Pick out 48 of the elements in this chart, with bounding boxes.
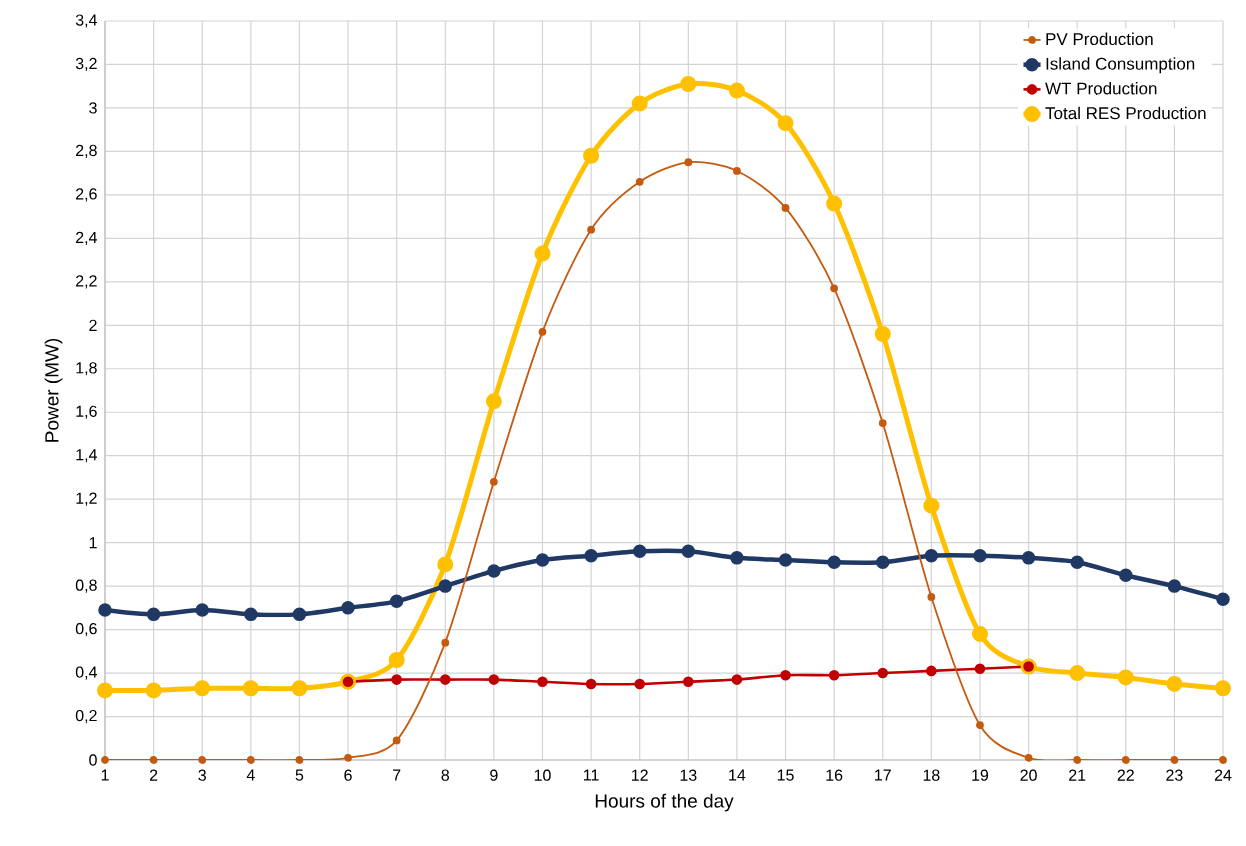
legend-label: Island Consumption <box>1046 57 1195 74</box>
y-tick-label: 0,4 <box>75 666 97 680</box>
y-tick-label: 3 <box>89 102 97 114</box>
y-tick-label: 2,4 <box>76 231 97 245</box>
x-tick-label: 21 <box>1069 769 1086 781</box>
y-tick-label: 2,6 <box>76 188 97 202</box>
y-tick-label: 2,8 <box>76 144 97 159</box>
y-tick-label: 0,6 <box>75 622 97 637</box>
y-tick-label: 1,8 <box>76 362 97 376</box>
x-tick-label: 22 <box>1117 769 1134 781</box>
x-tick-label: 18 <box>923 769 940 781</box>
x-tick-label: 16 <box>826 769 843 781</box>
y-tick-label: 0,8 <box>75 579 97 593</box>
y-tick-label: 1 <box>89 537 97 549</box>
y-axis-title: Power (MW) <box>44 338 63 442</box>
y-tick-label: 0,2 <box>75 709 97 724</box>
x-tick-label: 9 <box>490 769 498 781</box>
x-tick-label: 23 <box>1166 769 1183 781</box>
y-tick-label: 1,2 <box>76 492 97 506</box>
x-tick-label: 1 <box>101 769 109 781</box>
x-tick-label: 7 <box>393 769 401 781</box>
legend-label: Total RES Production <box>1045 106 1206 120</box>
x-tick-label: 5 <box>295 769 304 781</box>
x-tick-label: 3 <box>198 769 206 781</box>
x-tick-label: 11 <box>584 769 599 781</box>
x-tick-label: 6 <box>344 769 352 781</box>
legend-label: WT Production <box>1045 82 1157 95</box>
x-tick-label: 12 <box>632 769 648 781</box>
x-tick-label: 14 <box>729 769 746 781</box>
x-tick-label: 2 <box>149 769 158 781</box>
y-tick-label: 2 <box>89 319 97 331</box>
y-tick-label: 0 <box>89 754 97 766</box>
y-tick-label: 1,4 <box>76 449 97 463</box>
x-tick-label: 4 <box>246 769 255 781</box>
x-tick-label: 19 <box>972 769 989 781</box>
x-tick-label: 15 <box>777 769 794 781</box>
x-tick-label: 17 <box>875 769 891 781</box>
x-tick-label: 13 <box>680 769 697 781</box>
x-tick-label: 8 <box>441 769 450 781</box>
legend-label: PV Production <box>1046 32 1153 46</box>
y-tick-label: 1,6 <box>76 405 97 419</box>
x-tick-label: 10 <box>534 769 551 781</box>
x-tick-label: 24 <box>1214 769 1232 781</box>
y-tick-label: 3,4 <box>75 14 97 28</box>
x-axis-title: Hours of the day <box>595 793 734 812</box>
y-tick-label: 3,2 <box>75 57 97 72</box>
y-tick-label: 2,2 <box>76 275 97 289</box>
x-tick-label: 20 <box>1020 769 1037 781</box>
